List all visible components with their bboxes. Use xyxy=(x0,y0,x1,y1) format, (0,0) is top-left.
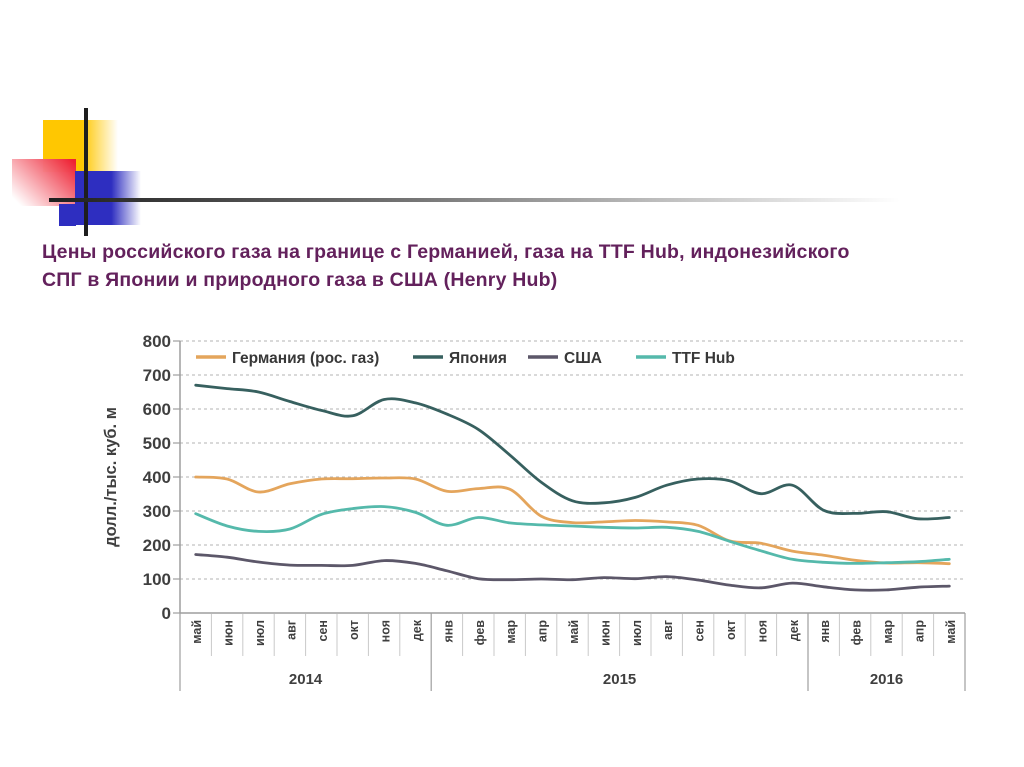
y-tick-label-800: 800 xyxy=(143,332,171,351)
x-tick-label-18: ноя xyxy=(755,620,769,642)
x-tick-label-16: сен xyxy=(693,620,707,641)
deco-blue-square-lower xyxy=(59,204,76,226)
legend-label-0: Германия (рос. газ) xyxy=(232,350,379,367)
y-tick-label-0: 0 xyxy=(162,604,171,623)
x-tick-label-22: мар xyxy=(881,620,895,644)
x-tick-label-4: сен xyxy=(316,620,330,641)
legend-label-1: Япония xyxy=(449,350,507,367)
series-line-0 xyxy=(194,475,951,566)
slide-title: Цены российского газа на границе с Герма… xyxy=(42,238,992,294)
x-tick-label-5: окт xyxy=(347,620,361,640)
y-tick-label-600: 600 xyxy=(143,400,171,419)
x-tick-label-3: авг xyxy=(284,620,298,640)
x-tick-label-1: июн xyxy=(222,620,236,646)
year-label-2016: 2016 xyxy=(870,671,903,688)
x-tick-label-11: апр xyxy=(536,620,550,643)
x-tick-label-21: фев xyxy=(850,620,864,646)
x-tick-label-10: мар xyxy=(504,620,518,644)
legend-label-2: США xyxy=(564,350,602,367)
x-tick-label-7: дек xyxy=(410,619,424,641)
year-label-2015: 2015 xyxy=(603,671,636,688)
x-tick-label-8: янв xyxy=(441,620,455,643)
year-label-2014: 2014 xyxy=(289,671,323,688)
y-axis-title: долл./тыс. куб. м xyxy=(102,407,120,547)
x-tick-label-2: июл xyxy=(253,620,267,646)
x-tick-label-14: июл xyxy=(630,620,644,646)
series-line-2 xyxy=(194,553,951,592)
x-tick-label-15: авг xyxy=(661,620,675,640)
legend-label-3: TTF Hub xyxy=(672,350,735,367)
x-tick-label-17: окт xyxy=(724,620,738,640)
x-tick-label-0: май xyxy=(190,620,204,644)
x-tick-label-13: июн xyxy=(598,620,612,646)
series-line-1 xyxy=(194,383,951,521)
y-tick-label-300: 300 xyxy=(143,502,171,521)
slide-title-line2: СПГ в Японии и природного газа в США (He… xyxy=(42,269,558,291)
y-tick-label-500: 500 xyxy=(143,434,171,453)
x-tick-label-23: апр xyxy=(912,620,926,643)
y-tick-label-400: 400 xyxy=(143,468,171,487)
deco-horizontal-line xyxy=(49,198,974,202)
x-tick-label-6: ноя xyxy=(379,620,393,642)
deco-vertical-line xyxy=(84,108,88,236)
x-tick-label-19: дек xyxy=(787,619,801,641)
x-tick-label-12: май xyxy=(567,620,581,644)
y-tick-label-100: 100 xyxy=(143,570,171,589)
x-tick-label-9: фев xyxy=(473,620,487,646)
series-line-3 xyxy=(194,505,951,565)
y-tick-label-700: 700 xyxy=(143,366,171,385)
x-tick-label-24: май xyxy=(944,620,958,644)
y-tick-label-200: 200 xyxy=(143,536,171,555)
x-tick-label-20: янв xyxy=(818,620,832,643)
slide-title-line1: Цены российского газа на границе с Герма… xyxy=(42,241,850,263)
